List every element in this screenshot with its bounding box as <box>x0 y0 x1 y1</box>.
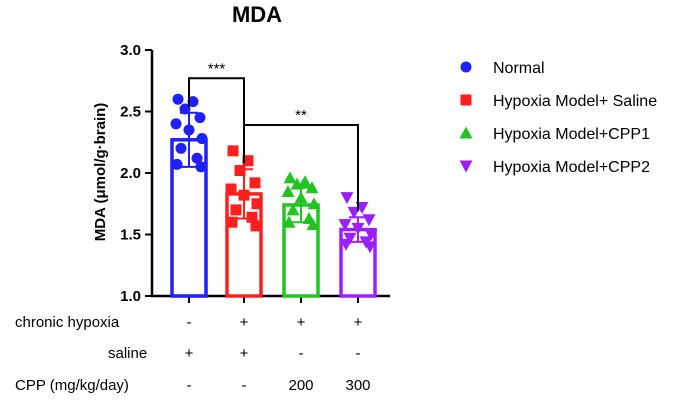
data-point <box>171 158 183 170</box>
data-point <box>170 118 182 130</box>
data-point <box>338 219 352 232</box>
data-point <box>283 171 297 184</box>
condition-value: + <box>297 314 306 331</box>
legend-marker <box>459 160 473 173</box>
condition-value: 200 <box>288 377 313 394</box>
condition-value: - <box>356 345 361 362</box>
legend-label: Hypoxia Model+CPP2 <box>493 159 650 176</box>
data-point <box>234 165 246 177</box>
data-point <box>362 214 376 227</box>
data-point <box>246 211 258 223</box>
legend-label: Hypoxia Model+CPP1 <box>493 126 650 143</box>
condition-value: + <box>354 314 363 331</box>
data-point <box>282 215 296 228</box>
data-point <box>307 197 321 210</box>
significance-label: *** <box>208 60 226 77</box>
data-point <box>364 229 378 241</box>
data-point <box>172 93 184 105</box>
data-point <box>363 241 377 254</box>
data-point <box>191 152 203 164</box>
data-points <box>170 93 378 254</box>
data-point <box>225 183 237 195</box>
condition-value: - <box>299 345 304 362</box>
significance-bracket <box>188 77 245 164</box>
y-axis-label: MDA (μmol/g·brain) <box>92 103 109 242</box>
y-tick-label: 2.5 <box>120 104 141 121</box>
data-point <box>227 145 239 157</box>
condition-value: + <box>240 314 249 331</box>
y-tick-label: 2.0 <box>120 165 141 182</box>
error-bars <box>180 111 367 243</box>
data-point <box>195 161 207 173</box>
data-point <box>226 216 238 228</box>
legend-marker <box>459 126 473 139</box>
chart-title: MDA <box>232 2 282 27</box>
y-tick-label: 3.0 <box>120 42 141 59</box>
data-point <box>306 218 320 231</box>
data-point <box>175 142 187 154</box>
legend-marker <box>460 61 472 73</box>
significance-brackets: ***** <box>188 60 359 212</box>
data-point <box>187 96 199 108</box>
data-point <box>249 177 261 189</box>
condition-row-label: CPP (mg/kg/day) <box>15 377 129 394</box>
data-point <box>305 181 319 194</box>
data-point <box>298 175 312 188</box>
legend-label: Normal <box>493 60 545 77</box>
condition-value: 300 <box>345 377 370 394</box>
data-point <box>251 198 263 210</box>
axes: 1.0 1.5 2.0 2.5 3.0 <box>120 42 390 305</box>
data-point <box>290 177 304 190</box>
significance-label: ** <box>295 107 307 124</box>
significance-bracket <box>243 124 359 212</box>
legend-label: Hypoxia Model+ Saline <box>493 93 657 110</box>
data-point <box>230 204 242 216</box>
condition-table: chronic hypoxia - + + + saline + + - - CPP (mg/kg/… <box>15 314 371 394</box>
condition-value: - <box>187 314 192 331</box>
data-point <box>242 155 254 167</box>
data-point <box>281 184 295 197</box>
condition-row-label: chronic hypoxia <box>15 314 120 331</box>
data-point <box>340 192 354 205</box>
data-point <box>194 112 206 124</box>
legend: Normal Hypoxia Model+ Saline Hypoxia Model… <box>459 60 657 176</box>
condition-value: + <box>240 345 249 362</box>
y-tick-label: 1.0 <box>120 288 141 305</box>
condition-value: - <box>242 377 247 394</box>
condition-row-label: saline <box>108 345 147 362</box>
condition-value: - <box>187 377 192 394</box>
legend-marker <box>460 94 472 106</box>
data-point <box>286 203 300 216</box>
data-point <box>196 133 208 145</box>
y-tick-label: 1.5 <box>120 227 141 244</box>
data-point <box>343 232 357 245</box>
data-point <box>250 220 262 232</box>
condition-value: + <box>185 345 194 362</box>
